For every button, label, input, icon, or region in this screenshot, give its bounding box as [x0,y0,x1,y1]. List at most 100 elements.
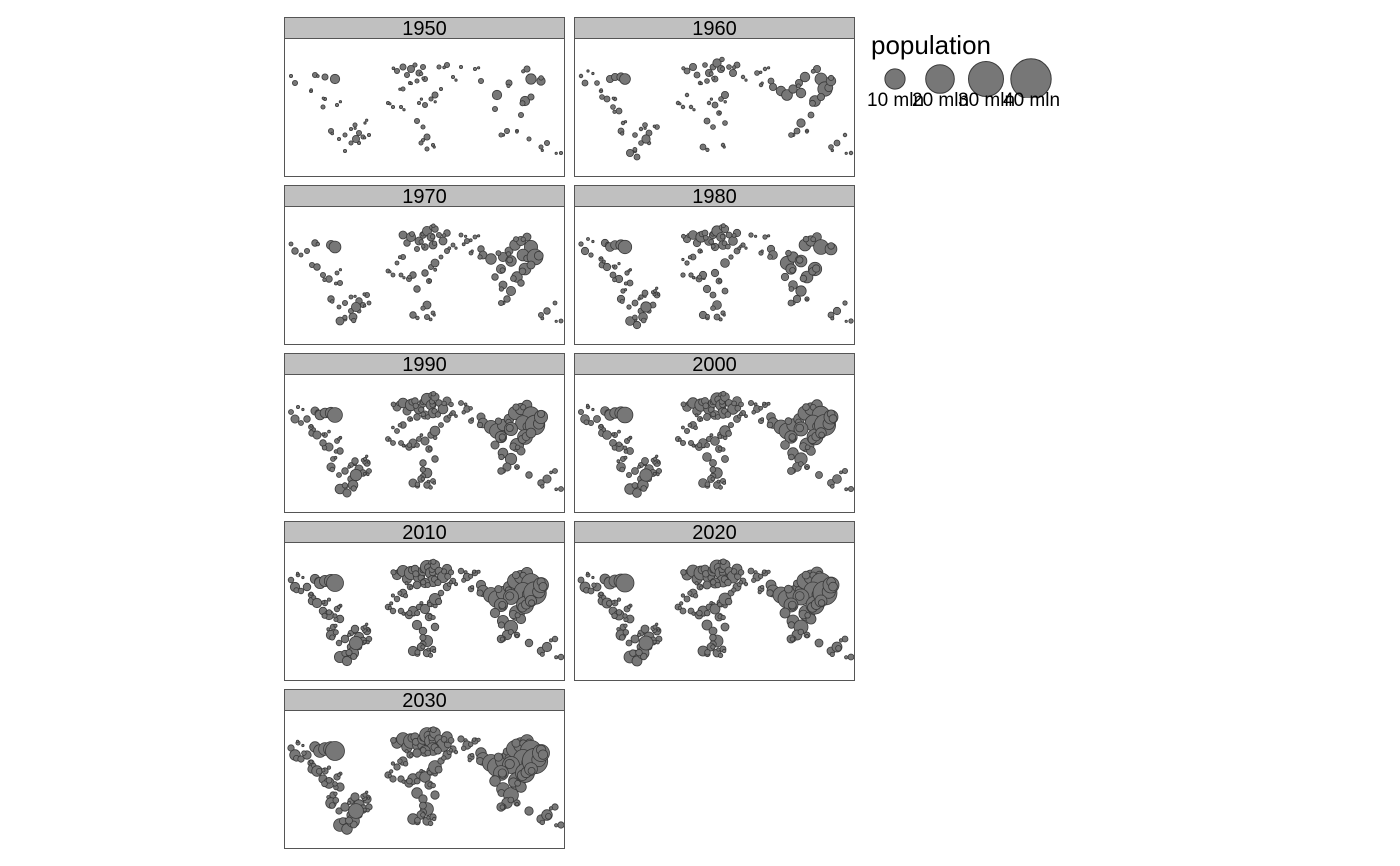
city-bubble [335,103,340,108]
city-bubble [620,131,625,136]
city-bubble [720,447,726,452]
city-bubble [398,440,404,446]
city-bubble [848,318,854,324]
city-bubble [687,255,692,260]
city-bubble [362,624,368,630]
city-bubble [693,71,701,79]
city-bubble [611,96,615,100]
city-bubble [684,428,691,435]
city-bubble [321,432,326,436]
city-bubble [366,628,371,632]
city-bubble [706,100,712,106]
facet-panel-1960: 1960 [574,17,855,177]
city-bubble [641,289,649,297]
city-bubble [711,76,716,81]
city-bubble [797,628,804,636]
city-bubble [401,611,406,616]
city-bubble [399,63,407,71]
city-bubble [787,467,795,475]
facet-panel-2000: 2000 [574,353,855,513]
city-bubble [758,573,764,579]
city-bubble [326,574,344,592]
city-bubble [461,242,466,247]
city-bubble [409,585,414,590]
city-bubble [702,284,712,294]
city-bubble [722,145,726,149]
city-bubble [611,600,616,605]
city-bubble [454,246,458,250]
city-bubble [470,585,475,590]
city-bubble [767,66,771,70]
city-bubble [731,400,737,407]
city-bubble [705,313,710,319]
city-bubble [389,775,397,783]
city-bubble [347,632,352,637]
city-bubble [540,316,545,321]
city-bubble [341,467,349,475]
city-bubble [710,476,716,482]
city-bubble [580,246,590,256]
city-bubble [288,409,294,415]
city-bubble [434,765,443,774]
city-bubble [601,259,606,264]
city-bubble [718,317,723,322]
city-bubble [461,410,466,415]
city-bubble [557,653,564,661]
city-bubble [704,442,711,448]
legend-label: 30 mln [958,90,1016,111]
city-bubble [348,294,354,300]
city-bubble [393,763,401,771]
city-bubble [720,390,727,397]
city-bubble [397,590,403,596]
city-bubble [340,802,350,812]
city-bubble [754,70,760,76]
city-bubble [554,487,559,492]
city-bubble [350,653,358,661]
city-bubble [717,434,723,439]
city-bubble [427,820,434,827]
city-bubble [490,440,500,450]
facet-title: 2020 [574,521,855,544]
city-bubble [788,84,798,94]
city-bubble [503,295,511,303]
bubble-map-svg [289,61,563,156]
city-bubble [489,775,501,787]
city-bubble [633,153,641,161]
city-bubble [510,275,517,282]
city-bubble [404,749,409,754]
city-bubble [699,585,704,590]
city-bubble [606,600,613,607]
city-bubble [461,577,467,583]
city-bubble [807,111,815,119]
city-bubble [419,459,427,467]
city-bubble [507,796,515,804]
city-bubble [709,633,717,642]
city-bubble [788,132,794,138]
city-bubble [599,423,604,428]
city-bubble [362,472,367,476]
city-bubble [504,758,515,770]
city-bubble [805,130,809,134]
city-bubble [302,582,312,592]
city-bubble [434,579,442,587]
facet-title: 1970 [284,185,565,208]
city-bubble [795,285,807,297]
city-bubble [453,749,459,755]
city-bubble [514,801,519,807]
city-bubble [747,399,754,406]
city-bubble [404,72,411,79]
city-bubble [390,401,397,407]
city-bubble [328,802,336,809]
city-bubble [342,314,348,321]
city-bubble [419,771,431,783]
city-bubble [420,476,426,482]
city-bubble [721,455,729,463]
city-bubble [419,71,424,76]
city-bubble [388,438,392,442]
city-bubble [430,558,437,565]
facet-panel-1970: 1970 [284,185,565,345]
city-bubble [699,81,703,86]
city-bubble [348,803,364,819]
city-bubble [401,443,406,448]
city-bubble [393,595,401,603]
